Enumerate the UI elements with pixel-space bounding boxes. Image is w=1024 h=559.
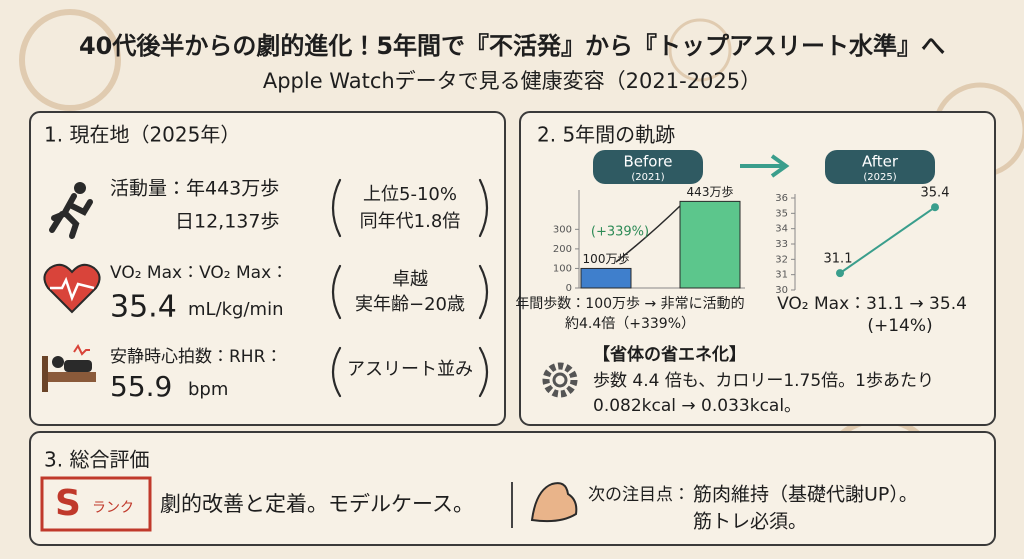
bed-icon <box>42 344 96 392</box>
y-tick-label: 31 <box>775 270 788 281</box>
rhr-label: 安静時心拍数：RHR： <box>110 347 282 367</box>
y-tick-label: 35 <box>775 208 788 219</box>
value-label: 35.4 <box>921 186 950 201</box>
subtitle: Apple Watchデータで見る健康変容（2021-2025） <box>263 69 761 93</box>
activity-detail: 日12,137歩 <box>175 211 279 233</box>
y-tick-label: 34 <box>775 224 788 235</box>
next-label: 次の注目点： <box>588 485 690 505</box>
rhr-value: 55.9 <box>110 370 172 403</box>
point <box>836 269 844 278</box>
steps-chart: 0 100 200 300 100万歩 443万歩 (+339%) <box>553 184 745 294</box>
arrow <box>740 154 790 178</box>
vo2-chart: 30 31 32 33 34 35 36 31.1 35.4 <box>775 186 949 296</box>
badge-brackets <box>331 178 489 238</box>
badge-text: 実年齢−20歳 <box>355 294 465 315</box>
verdict: 劇的改善と定着。モデルケース。 <box>160 492 474 516</box>
heart-icon <box>43 263 101 314</box>
y-tick-label: 200 <box>553 244 572 255</box>
vo2-unit: mL/kg/min <box>188 299 283 320</box>
after-year: (2025) <box>863 172 896 183</box>
after-pill <box>825 150 935 184</box>
y-tick-label: 0 <box>566 283 572 294</box>
value-label: 443万歩 <box>687 184 734 199</box>
bar <box>580 267 632 289</box>
runner-icon <box>49 182 93 239</box>
badge-text: アスリート並み <box>347 359 473 380</box>
vo2-label: VO₂ Max：VO₂ Max： <box>110 263 288 283</box>
line <box>839 206 936 274</box>
badge-brackets <box>331 264 489 320</box>
title: 40代後半からの劇的進化！5年間で『不活発』から『トップアスリート水準』へ <box>79 32 945 60</box>
efficiency-text: 歩数 4.4 倍も、カロリー1.75倍。1歩あたり <box>593 371 934 391</box>
rank-word: ランク <box>92 500 134 516</box>
change-label: (+339%) <box>591 225 649 240</box>
arm-icon <box>530 482 578 523</box>
chart-caption: 年間歩数：100万歩 → 非常に活動的 <box>515 296 744 312</box>
point <box>931 203 939 212</box>
efficiency-text: 0.082kcal → 0.033kcal。 <box>593 396 801 416</box>
rank-stamp <box>40 476 152 532</box>
chart-caption: VO₂ Max：31.1 → 35.4 <box>777 294 967 314</box>
before-year: (2021) <box>631 172 664 183</box>
badge-text: 卓越 <box>392 269 428 290</box>
y-tick-label: 30 <box>775 285 788 296</box>
activity-label: 活動量：年443万歩 <box>110 178 279 200</box>
before-label: Before <box>623 153 672 171</box>
chart-caption: (+14%) <box>867 316 932 336</box>
chart-caption: 約4.4倍（+339%） <box>565 316 695 332</box>
gear-icon <box>542 362 578 398</box>
panel-trajectory <box>519 111 996 426</box>
y-tick-label: 100 <box>553 263 572 274</box>
before-pill <box>593 150 703 184</box>
heading: 3. 総合評価 <box>44 448 149 472</box>
badge-text: 同年代1.8倍 <box>360 211 461 232</box>
heading: 1. 現在地（2025年） <box>44 123 240 147</box>
change-arrow <box>615 205 681 263</box>
badge-brackets <box>331 346 489 398</box>
next-text: 筋トレ必須。 <box>693 511 807 533</box>
y-tick-label: 32 <box>775 254 788 265</box>
next-text: 筋肉維持（基礎代謝UP）。 <box>693 484 918 506</box>
y-tick-label: 300 <box>553 224 572 235</box>
value-label: 31.1 <box>824 252 853 267</box>
badge-text: 上位5-10% <box>363 184 457 205</box>
panel-current <box>29 111 506 426</box>
y-tick-label: 33 <box>775 239 788 250</box>
rhr-unit: bpm <box>188 379 228 400</box>
efficiency-title: 【省体の省エネ化】 <box>593 344 746 365</box>
value-label: 100万歩 <box>583 251 630 266</box>
rank-letter: S <box>55 483 81 524</box>
vo2-value: 35.4 <box>110 290 177 325</box>
after-label: After <box>862 153 899 171</box>
y-tick-label: 36 <box>775 193 788 204</box>
heading: 2. 5年間の軌跡 <box>537 123 675 147</box>
bar <box>679 200 741 289</box>
